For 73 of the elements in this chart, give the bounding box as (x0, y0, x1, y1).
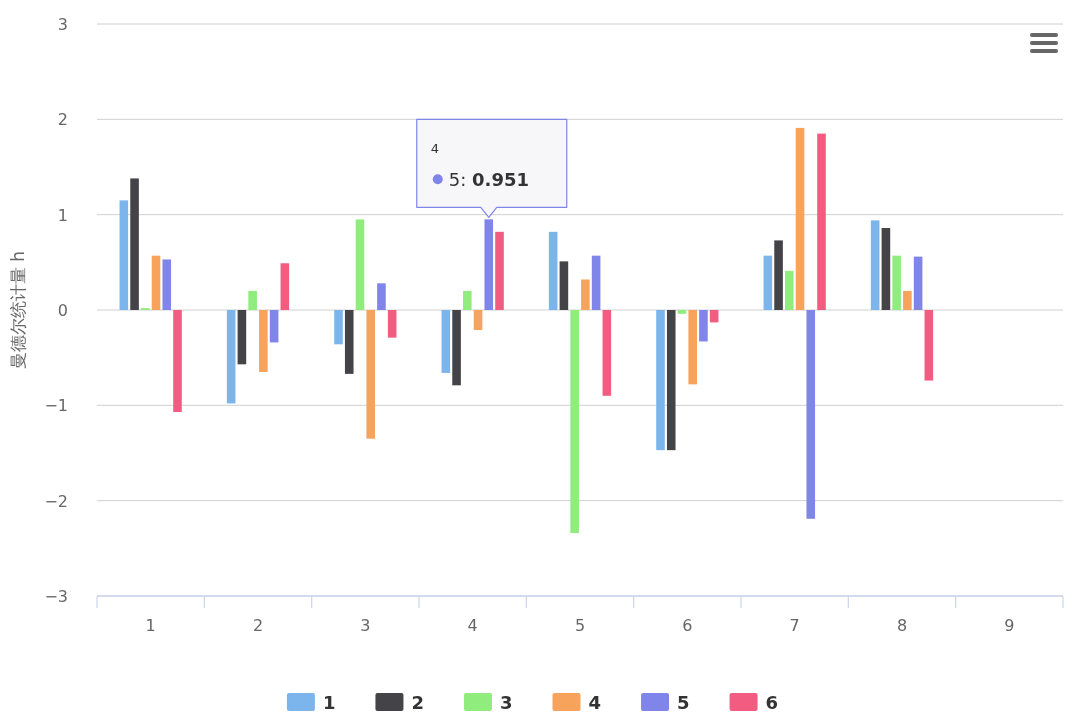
bar (677, 310, 687, 314)
x-tick-label: 9 (1004, 616, 1015, 635)
annotation: 4 (430, 141, 440, 157)
x-tick-label: 8 (896, 616, 908, 635)
bar (226, 310, 236, 404)
x-tick-label: 5 (574, 616, 586, 635)
bar (173, 310, 182, 413)
legend-label: 1 (322, 692, 336, 713)
bar (387, 310, 397, 338)
bar (119, 200, 129, 310)
legend-label: 5 (677, 692, 690, 713)
bar (452, 310, 461, 386)
bar (699, 310, 708, 342)
bar (484, 219, 494, 310)
bar (130, 178, 139, 310)
bar (774, 240, 783, 310)
bar (473, 310, 483, 331)
x-tick-label: 2 (252, 616, 264, 635)
y-tick-label: −1 (44, 396, 68, 416)
bar (656, 310, 665, 451)
bar (666, 310, 676, 451)
bar (806, 310, 816, 519)
bar (237, 310, 247, 365)
bar (548, 231, 558, 310)
x-tick-label: 4 (467, 616, 478, 635)
bar (259, 310, 268, 372)
y-tick-label: 1 (57, 205, 68, 225)
bar (355, 219, 365, 310)
bar (344, 310, 354, 374)
bar (377, 283, 386, 310)
bar (688, 310, 697, 385)
bar (591, 255, 601, 310)
bar (709, 310, 719, 323)
bar (581, 279, 590, 310)
bar (559, 261, 569, 310)
bar (162, 259, 172, 310)
x-tick-label: 6 (682, 616, 693, 635)
bar (903, 290, 912, 310)
bar (763, 255, 773, 310)
tooltip: 4 5: 0.951 (416, 118, 568, 218)
bar (441, 310, 451, 373)
bar (280, 263, 290, 310)
y-tick-label: 3 (57, 15, 68, 34)
bar (366, 310, 375, 439)
bar (463, 290, 472, 310)
y-tick-label: −2 (44, 491, 68, 511)
bar (785, 270, 794, 310)
y-tick-label: 2 (57, 110, 68, 130)
bar (795, 127, 805, 310)
bar (817, 133, 826, 310)
bar (892, 255, 901, 310)
bar (570, 310, 579, 534)
bar (602, 310, 612, 396)
y-axis-title: 曼德尔统计量 h (8, 250, 28, 370)
legend-label: 4 (588, 692, 602, 713)
bar (151, 255, 161, 310)
y-tick-label: −3 (44, 587, 68, 606)
y-tick-label: 0 (57, 301, 68, 320)
bar (269, 310, 279, 343)
x-tick-label: 3 (360, 616, 371, 635)
bar (495, 231, 504, 310)
legend-label: 2 (411, 692, 424, 713)
bar (248, 290, 257, 310)
legend-label: 6 (765, 692, 779, 713)
bar (913, 256, 923, 310)
x-tick-label: 7 (789, 616, 800, 635)
bar (924, 310, 934, 381)
bar (334, 310, 343, 345)
x-tick-label: 1 (145, 616, 156, 635)
bar (881, 228, 891, 310)
annotation: 5: 0.951 (448, 169, 529, 191)
legend-label: 3 (499, 692, 513, 713)
bar (870, 220, 880, 310)
